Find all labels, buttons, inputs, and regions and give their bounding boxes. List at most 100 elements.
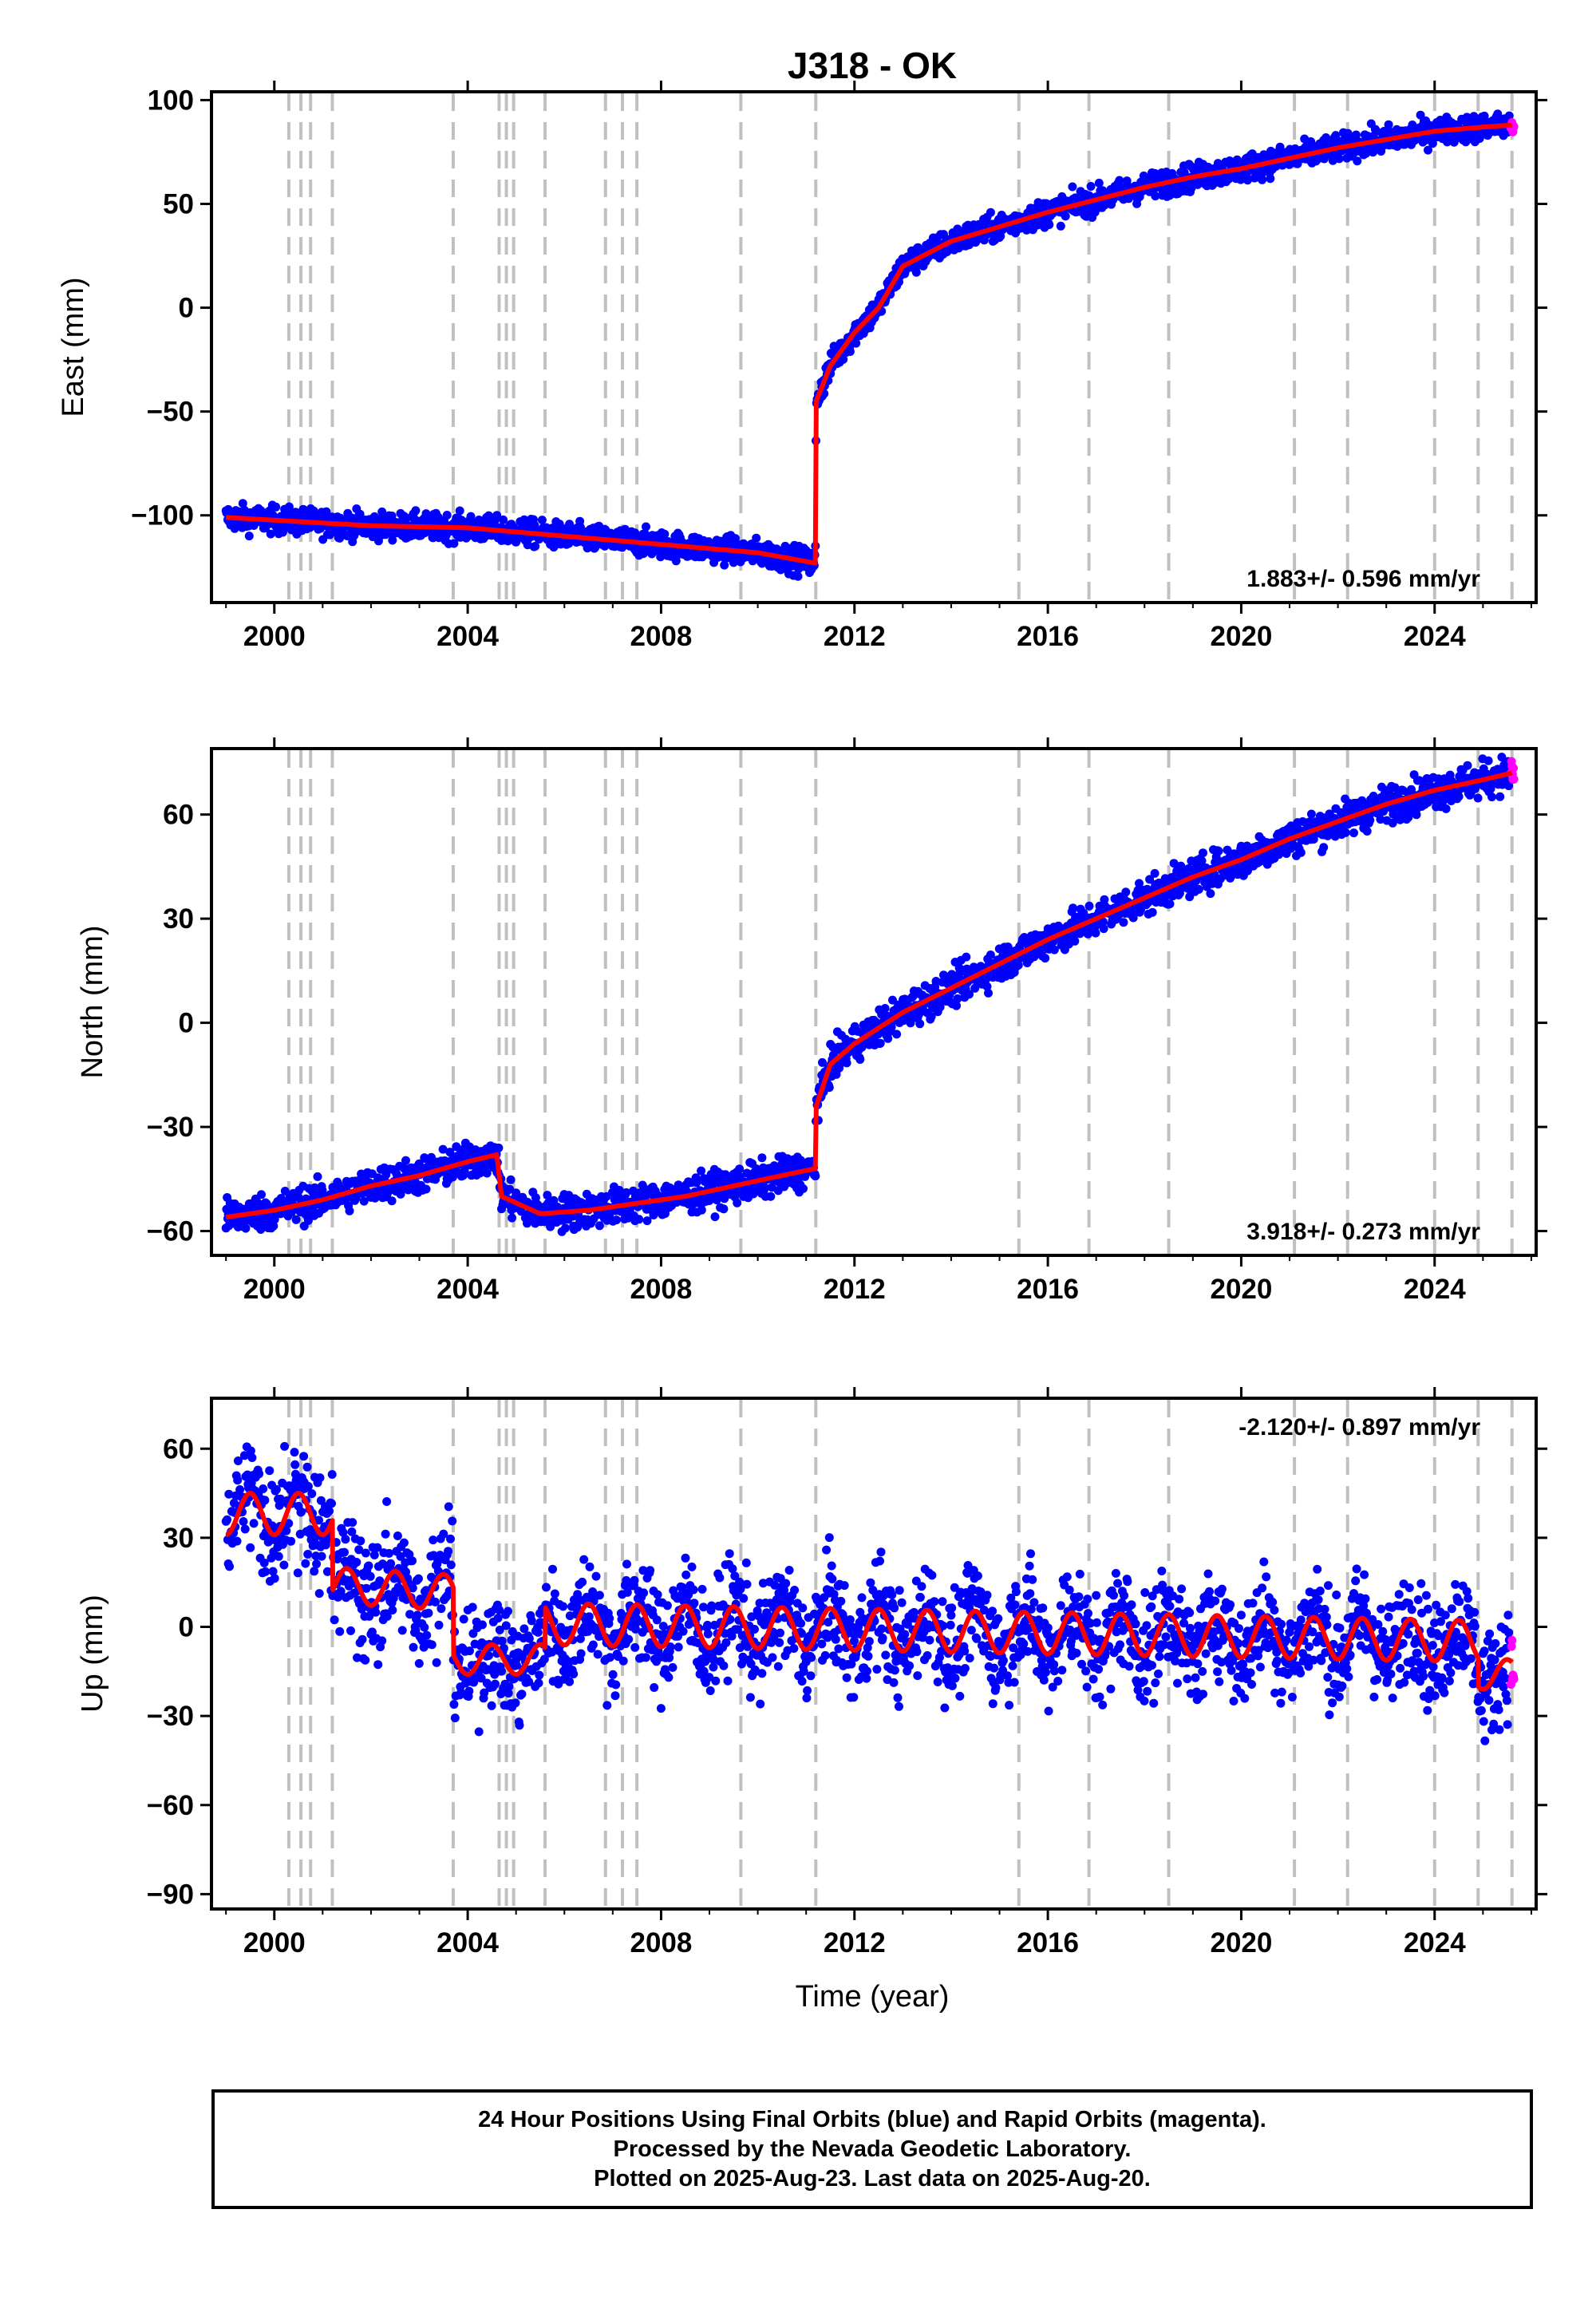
data-point: [1070, 936, 1080, 946]
data-point: [274, 1551, 283, 1561]
data-point: [1214, 846, 1223, 856]
data-point: [361, 1548, 370, 1558]
panel-east: 2000 2004 2008 2012 2016 2020 2024−100−5005010…: [57, 81, 1547, 652]
data-point: [1341, 828, 1350, 837]
data-point: [413, 1611, 422, 1620]
data-point: [697, 1166, 706, 1176]
data-point: [279, 1560, 289, 1570]
data-point: [317, 1551, 326, 1561]
data-point: [313, 1172, 322, 1181]
data-point: [259, 1484, 268, 1493]
x-tick-label: 2024: [1404, 621, 1466, 652]
data-point: [341, 1535, 350, 1544]
data-point: [1084, 901, 1094, 911]
data-point: [984, 988, 993, 998]
y-tick-label: −30: [147, 1112, 194, 1143]
data-point: [537, 516, 547, 525]
data-point: [280, 1441, 290, 1451]
model-fit-line-north: [223, 770, 1515, 1220]
data-point: [223, 1515, 232, 1524]
data-point: [710, 1212, 720, 1222]
data-point: [373, 1660, 383, 1670]
data-point: [290, 1460, 300, 1469]
data-point: [1041, 199, 1051, 208]
data-point: [232, 1536, 242, 1546]
data-point: [340, 1547, 349, 1557]
data-point: [401, 1156, 410, 1165]
data-point: [1150, 868, 1159, 878]
data-point: [1495, 792, 1505, 801]
data-point: [335, 1626, 345, 1636]
data-point: [1206, 889, 1215, 899]
x-tick-label: 2000: [243, 1274, 306, 1305]
x-tick-label: 2020: [1211, 1274, 1273, 1305]
data-point: [1319, 843, 1329, 852]
data-point: [345, 1206, 354, 1215]
data-point: [388, 1606, 397, 1614]
data-point: [772, 544, 781, 554]
panel-north: 2000 2004 2008 2012 2016 2020 2024−60−3003060N…: [76, 737, 1547, 1305]
data-point: [442, 511, 452, 520]
data-point: [303, 1550, 313, 1559]
data-point: [302, 1462, 312, 1472]
velocity-label-east: 1.883+/- 0.596 mm/yr: [1246, 566, 1480, 592]
data-point: [361, 1655, 370, 1665]
data-point: [455, 506, 464, 516]
data-point: [327, 1499, 336, 1508]
data-point: [962, 952, 971, 962]
data-point: [845, 347, 855, 356]
data-point: [880, 1004, 890, 1013]
data-point: [508, 1213, 517, 1223]
data-point: [315, 1473, 325, 1483]
data-point: [1349, 828, 1358, 838]
data-point: [1199, 848, 1207, 858]
x-tick-label: 2004: [437, 1274, 499, 1305]
data-point: [382, 1497, 392, 1506]
y-tick-label: 0: [179, 1008, 194, 1039]
x-tick-label: 2012: [824, 1274, 886, 1305]
data-point: [1454, 792, 1464, 801]
data-point: [314, 1589, 324, 1599]
data-point: [271, 502, 281, 512]
x-tick-label: 2016: [1017, 621, 1079, 652]
data-point: [1296, 848, 1306, 857]
model-fit-line-east: [223, 122, 1515, 566]
data-point: [327, 1470, 337, 1479]
data-point: [875, 1038, 885, 1048]
y-tick-label: 100: [148, 85, 194, 116]
data-point: [449, 539, 459, 548]
data-point: [369, 1551, 379, 1559]
data-point: [241, 1223, 251, 1233]
data-point: [1362, 827, 1372, 836]
data-point: [266, 529, 275, 539]
data-point: [322, 507, 331, 516]
data-point: [414, 1658, 424, 1668]
rapid-data-point: [1509, 774, 1519, 784]
x-tick-label: 2016: [1017, 1274, 1079, 1305]
data-point: [735, 1164, 745, 1174]
x-tick-label: 2004: [437, 621, 499, 652]
data-point: [346, 1626, 355, 1635]
data-point: [299, 1452, 309, 1461]
data-point: [244, 532, 254, 541]
data-point: [356, 1536, 365, 1546]
data-point: [757, 1153, 767, 1163]
y-tick-label: −60: [147, 1216, 194, 1247]
data-point: [239, 1517, 248, 1526]
data-point: [261, 1567, 271, 1576]
data-point: [1061, 211, 1070, 221]
y-tick-label: −100: [131, 500, 194, 532]
data-point: [1165, 899, 1175, 909]
data-point: [671, 556, 681, 566]
data-point: [851, 338, 861, 348]
data-point: [630, 528, 640, 538]
data-point: [247, 1453, 257, 1462]
y-tick-label: 0: [179, 293, 194, 324]
data-point: [270, 1574, 279, 1583]
data-point: [892, 1030, 902, 1039]
data-point: [634, 1215, 644, 1224]
data-point: [1487, 792, 1496, 802]
data-point: [238, 499, 247, 508]
data-point: [257, 1190, 266, 1199]
